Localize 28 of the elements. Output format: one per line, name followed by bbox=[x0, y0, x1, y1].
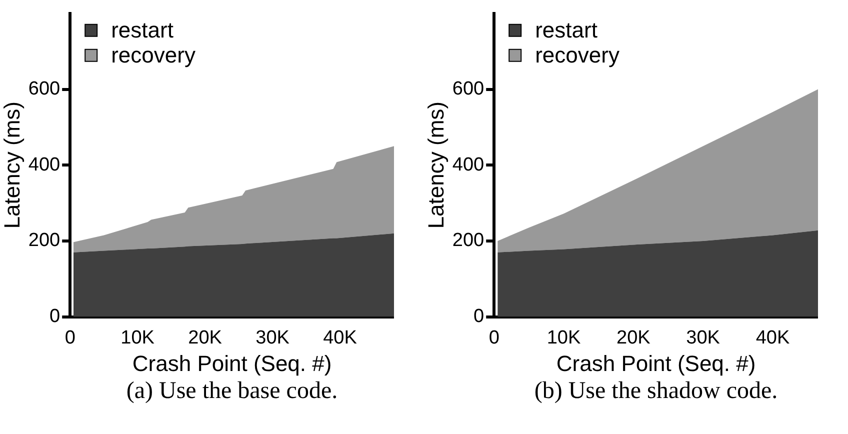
x-tick-label: 10K bbox=[546, 327, 581, 348]
y-tick-label: 200 bbox=[28, 230, 60, 252]
legend-label: restart bbox=[111, 17, 174, 42]
x-tick-label: 30K bbox=[686, 327, 720, 348]
legend-label: recovery bbox=[111, 42, 196, 68]
text: (b) Use the shadow code. bbox=[533, 378, 779, 405]
y-tick-label: 400 bbox=[28, 154, 60, 176]
y-tick-label: 0 bbox=[474, 306, 484, 328]
x-tick-label: 40K bbox=[323, 327, 358, 348]
x-tick-label: 30K bbox=[256, 327, 290, 348]
legend-label: recovery bbox=[535, 42, 620, 68]
legend-label: restart bbox=[535, 17, 598, 42]
x-tick-label: 40K bbox=[756, 327, 790, 348]
y-tick-label: 200 bbox=[452, 230, 484, 252]
x-tick-label: 20K bbox=[616, 327, 651, 348]
text: (a) Use the base code. bbox=[125, 378, 339, 405]
y-tick-label: 0 bbox=[50, 306, 60, 328]
y-axis-title: Latency (ms) bbox=[0, 102, 24, 229]
x-axis-title: Crash Point (Seq. #) bbox=[132, 350, 332, 376]
y-axis-title: Latency (ms) bbox=[423, 102, 448, 229]
x-tick-label: 10K bbox=[120, 327, 155, 348]
y-tick-label: 400 bbox=[452, 154, 484, 176]
y-tick-label: 600 bbox=[28, 78, 60, 100]
x-tick-label: 0 bbox=[488, 327, 500, 348]
x-tick-label: 20K bbox=[188, 327, 222, 348]
x-axis-title: Crash Point (Seq. #) bbox=[556, 350, 756, 376]
x-tick-label: 0 bbox=[64, 327, 76, 348]
y-tick-label: 600 bbox=[452, 78, 484, 100]
